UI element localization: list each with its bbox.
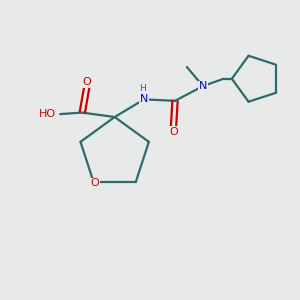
Text: HO: HO — [39, 109, 56, 119]
Text: O: O — [91, 178, 99, 188]
Text: N: N — [199, 81, 207, 91]
Text: O: O — [169, 127, 178, 137]
Text: N: N — [140, 94, 148, 104]
Text: O: O — [82, 77, 91, 87]
Text: H: H — [139, 84, 146, 93]
